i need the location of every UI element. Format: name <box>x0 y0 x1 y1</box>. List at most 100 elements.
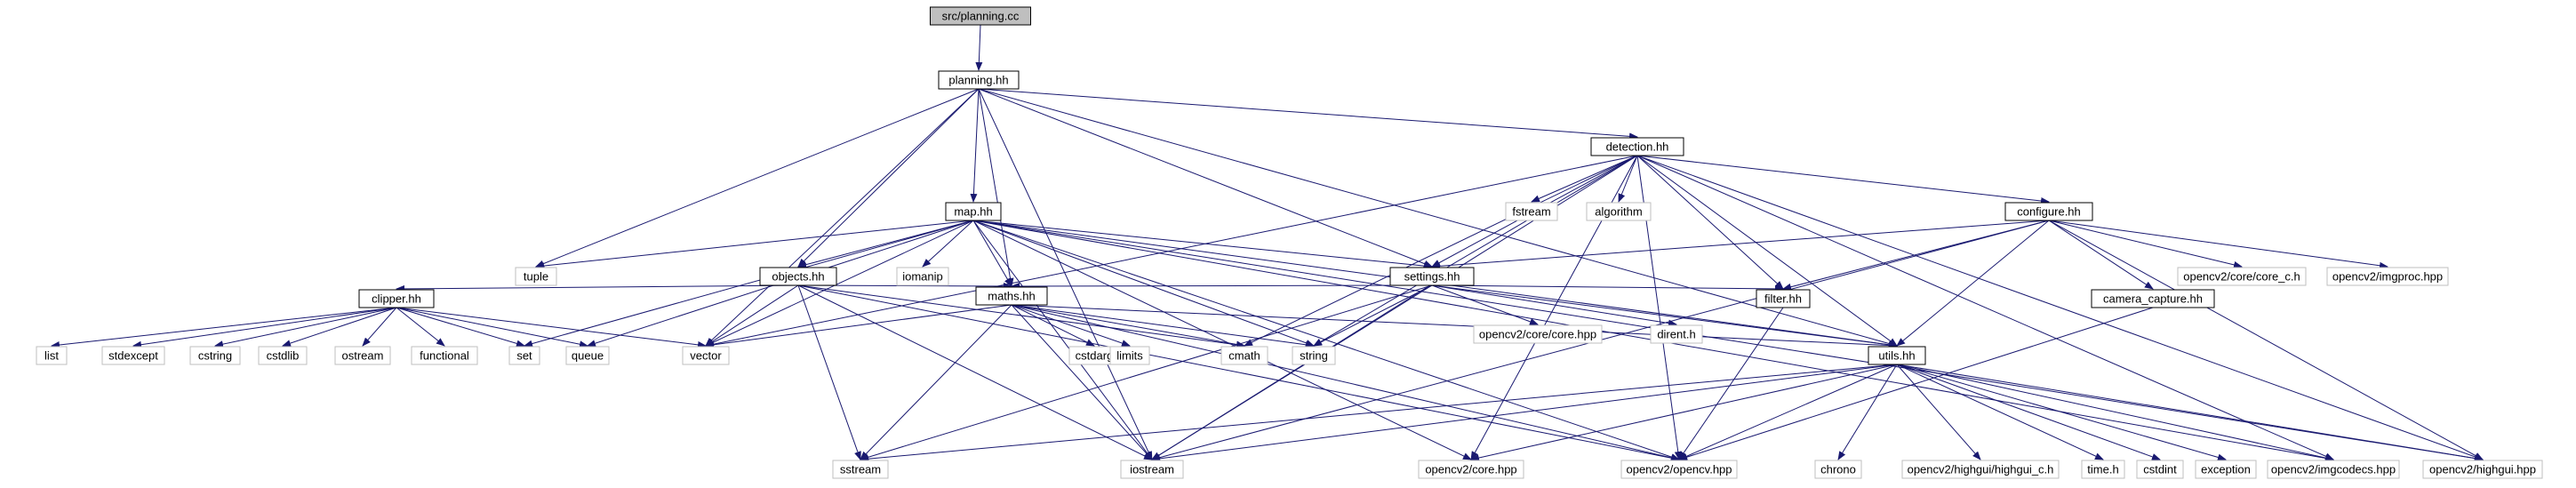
node-label: detection.hh <box>1606 140 1669 154</box>
node-label: iostream <box>1130 463 1174 476</box>
node-label: cstdlib <box>267 349 300 363</box>
node-queue: queue <box>565 346 610 365</box>
node-box <box>2081 460 2125 479</box>
node-box <box>36 346 68 365</box>
node-label: cmath <box>1228 349 1260 363</box>
edge-planning_hh-to-vector <box>705 88 980 347</box>
node-objects-hh[interactable]: objects.hh <box>759 267 837 286</box>
node-box <box>258 346 308 365</box>
edge-detection_hh-to-opencv2_highgui_hpp <box>1636 155 2484 460</box>
edge-configure_hh-to-utils_hh <box>1896 220 2050 347</box>
edge-settings_hh-to-iostream <box>1151 284 1433 460</box>
edge-filter_hh-to-opencv2_opencv_hpp <box>1678 307 1784 460</box>
node-box <box>1814 460 1862 479</box>
edge-map_hh-to-opencv2_highgui_hpp <box>972 220 2484 462</box>
node-tuple: tuple <box>515 267 557 286</box>
node-label: ostream <box>342 349 384 363</box>
node-label: chrono <box>1820 463 1856 476</box>
node-utils-hh[interactable]: utils.hh <box>1868 346 1926 365</box>
edge-maths_hh-to-opencv2_opencv_hpp <box>1011 304 1680 461</box>
node-label: algorithm <box>1595 205 1642 219</box>
edge-objects_hh-to-iostream <box>797 284 1153 460</box>
edge-map_hh-to-maths_hh <box>972 220 1012 287</box>
node-label: src/planning.cc <box>942 10 1020 23</box>
node-box <box>1590 137 1684 156</box>
node-cstdlib: cstdlib <box>258 346 308 365</box>
node-label: time.h <box>2087 463 2118 476</box>
node-opencv2-highgui-highgui-c-h: opencv2/highgui/highgui_c.h <box>1901 460 2060 479</box>
edge-planning_hh-to-tuple <box>535 88 980 268</box>
node-label: opencv2/opencv.hpp <box>1626 463 1732 476</box>
edge-clipper_hh-to-cstdlib <box>282 307 397 347</box>
edge-detection_hh-to-configure_hh <box>1636 155 2050 204</box>
edge-detection_hh-to-vector <box>705 155 1638 348</box>
edge-map_hh-to-string <box>972 220 1315 347</box>
node-box <box>2136 460 2184 479</box>
edge-maths_hh-to-vector <box>705 304 1012 348</box>
edge-objects_hh-to-clipper_hh <box>396 284 799 292</box>
node-label: camera_capture.hh <box>2103 292 2203 306</box>
node-opencv2-core-hpp: opencv2/core.hpp <box>1418 460 1524 479</box>
node-detection-hh[interactable]: detection.hh <box>1590 137 1684 156</box>
node-box <box>1505 202 1558 221</box>
node-box <box>1901 460 2060 479</box>
edge-utils_hh-to-opencv2_imgcodecs_hpp <box>1896 364 2334 461</box>
node-list: list <box>36 346 68 365</box>
node-box <box>1220 346 1268 365</box>
edge-utils_hh-to-opencv2_highgui_hpp <box>1896 364 2484 462</box>
node-map-hh[interactable]: map.hh <box>945 202 1002 221</box>
node-label: limits <box>1116 349 1143 363</box>
node-label: vector <box>690 349 722 363</box>
node-box <box>2195 460 2257 479</box>
edge-planning_hh-to-objects_hh <box>797 88 980 268</box>
node-sstream: sstream <box>832 460 889 479</box>
edge-planning_hh-to-detection_hh <box>978 88 1638 140</box>
node-box <box>896 267 949 286</box>
node-box <box>945 202 1002 221</box>
node-box <box>411 346 478 365</box>
edge-planning_hh-to-settings_hh <box>978 88 1433 268</box>
edge-maths_hh-to-utils_hh <box>1011 304 1898 349</box>
node-label: maths.hh <box>988 290 1035 303</box>
node-maths-hh[interactable]: maths.hh <box>975 286 1048 306</box>
node-box <box>1473 324 1603 344</box>
node-label: planning.hh <box>948 74 1008 87</box>
node-time-h: time.h <box>2081 460 2125 479</box>
edge-utils_hh-to-opencv2_highgui_highgui_c_h <box>1896 364 1981 460</box>
edge-maths_hh-to-limits <box>1011 304 1131 347</box>
edge-configure_hh-to-opencv2_highgui_hpp <box>2048 220 2484 460</box>
node-settings-hh[interactable]: settings.hh <box>1389 267 1475 286</box>
edge-detection_hh-to-opencv2_opencv_hpp <box>1636 155 1682 460</box>
node-box <box>759 267 837 286</box>
node-label: string <box>1300 349 1328 363</box>
node-box <box>938 70 1020 90</box>
edge-objects_hh-to-sstream <box>797 284 861 460</box>
node-box <box>1756 289 1811 308</box>
node-fstream: fstream <box>1505 202 1558 221</box>
node-clipper-hh[interactable]: clipper.hh <box>358 289 435 308</box>
edge-map_hh-to-tuple <box>535 220 974 270</box>
edge-maths_hh-to-string <box>1011 304 1315 348</box>
node-planning-hh[interactable]: planning.hh <box>938 70 1020 90</box>
edge-detection_hh-to-algorithm <box>1618 155 1638 203</box>
node-opencv2-opencv-hpp: opencv2/opencv.hpp <box>1620 460 1738 479</box>
node-box <box>2177 267 2307 286</box>
node-box <box>101 346 165 365</box>
edge-map_hh-to-opencv2_opencv_hpp <box>972 220 1680 460</box>
node-configure-hh[interactable]: configure.hh <box>2004 202 2093 221</box>
edge-detection_hh-to-string <box>1313 155 1638 347</box>
node-label: filter.hh <box>1764 292 1802 306</box>
node-box <box>2004 202 2093 221</box>
edge-clipper_hh-to-queue <box>396 307 588 348</box>
node-camera-capture-hh[interactable]: camera_capture.hh <box>2091 289 2215 308</box>
node-label: map.hh <box>954 205 992 219</box>
edge-map_hh-to-iostream <box>972 220 1153 460</box>
edge-configure_hh-to-opencv2_imgproc_hpp <box>2048 220 2388 269</box>
node-filter-hh[interactable]: filter.hh <box>1756 289 1811 308</box>
node-box <box>1109 346 1150 365</box>
node-label: objects.hh <box>772 270 824 284</box>
node-label: cstdarg <box>1076 349 1114 363</box>
node-opencv2-highgui-hpp: opencv2/highgui.hpp <box>2422 460 2543 479</box>
node-planning-cc[interactable]: src/planning.cc <box>930 6 1031 26</box>
